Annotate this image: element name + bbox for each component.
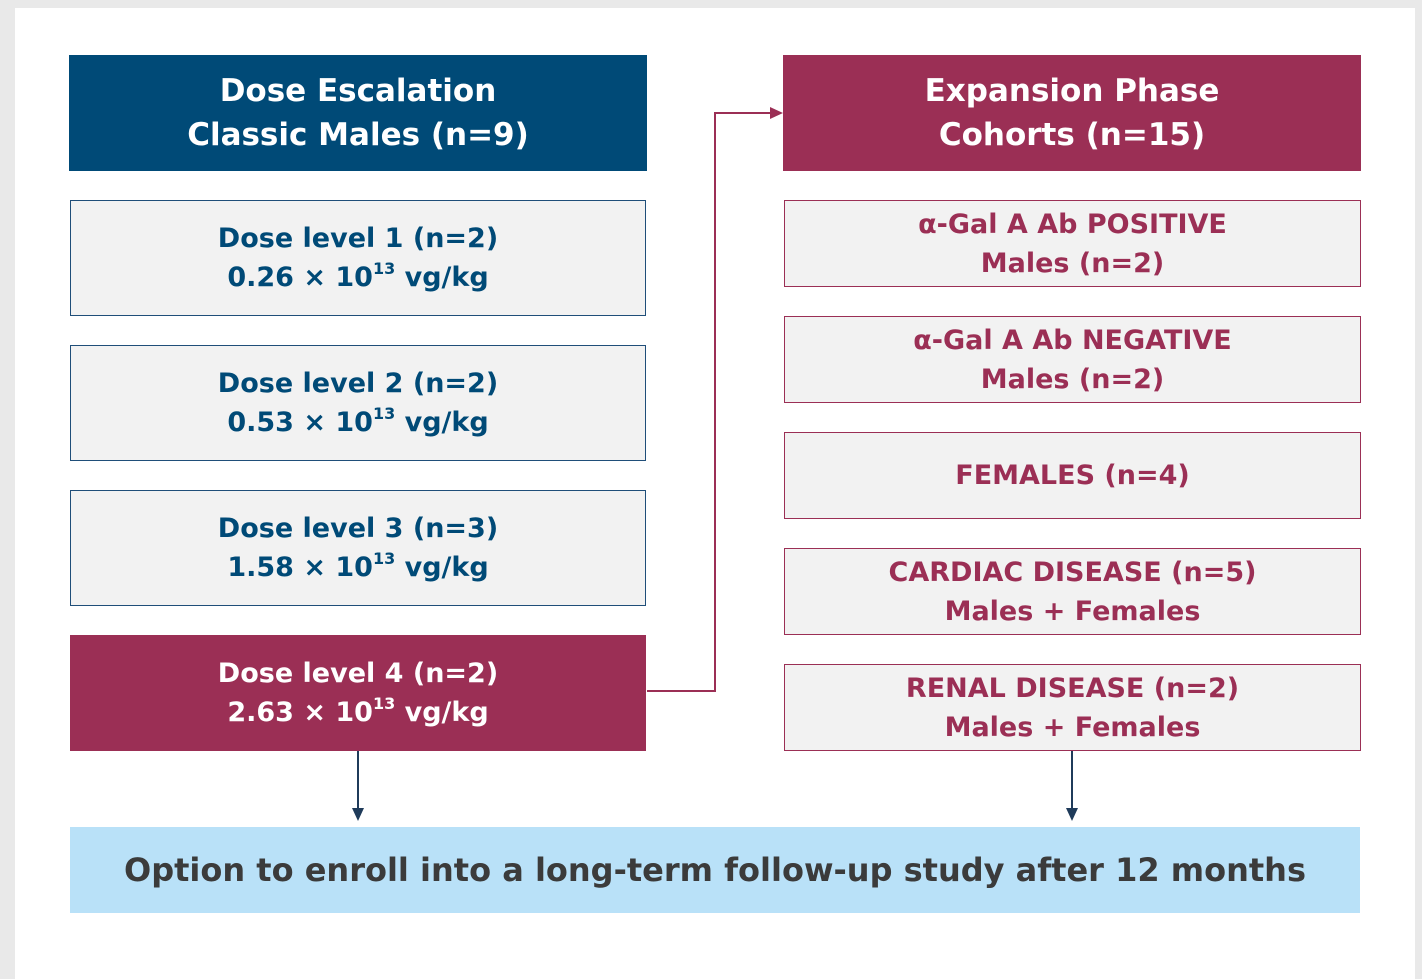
cohort-line: CARDIAC DISEASE (n=5) bbox=[888, 556, 1257, 588]
footer-text: Option to enroll into a long-term follow… bbox=[124, 851, 1306, 889]
dose-exponent: 13 bbox=[372, 404, 396, 423]
cohort-line: Males (n=2) bbox=[980, 247, 1165, 279]
cohort-box: α-Gal A Ab NEGATIVE Males (n=2) bbox=[784, 316, 1361, 403]
dose-label: Dose level 3 (n=3) bbox=[217, 513, 499, 544]
arrowhead bbox=[1066, 808, 1078, 821]
header-line: Dose Escalation bbox=[219, 73, 497, 109]
dose-label: Dose level 4 (n=2) bbox=[217, 658, 499, 689]
dose-exponent: 13 bbox=[372, 259, 396, 278]
dose-label: Dose level 1 (n=2) bbox=[217, 223, 499, 254]
cohort-line: Males (n=2) bbox=[980, 363, 1165, 395]
right-header: Expansion Phase Cohorts (n=15) bbox=[783, 55, 1361, 171]
header-line: Classic Males (n=9) bbox=[187, 117, 529, 153]
cohort-line: RENAL DISEASE (n=2) bbox=[905, 672, 1240, 704]
dose-box: Dose level 4 (n=2) 2.63 × 1013 vg/kg bbox=[70, 635, 646, 751]
dose-box: Dose level 1 (n=2) 0.26 × 1013 vg/kg bbox=[70, 200, 646, 316]
dose-exponent: 13 bbox=[372, 549, 396, 568]
cohort-box: FEMALES (n=4) bbox=[784, 432, 1361, 519]
dose-label: Dose level 2 (n=2) bbox=[217, 368, 499, 399]
connector bbox=[647, 112, 772, 692]
dose-unit: vg/kg bbox=[404, 262, 489, 293]
cohort-line: Males + Females bbox=[944, 711, 1201, 743]
cohort-box: α-Gal A Ab POSITIVE Males (n=2) bbox=[784, 200, 1361, 287]
cohort-line: Males + Females bbox=[944, 595, 1201, 627]
dose-value: 0.53 × 1013 vg/kg bbox=[227, 403, 488, 442]
dose-unit: vg/kg bbox=[404, 407, 489, 438]
dose-exponent: 13 bbox=[372, 694, 396, 713]
dose-value: 0.26 × 1013 vg/kg bbox=[227, 258, 488, 297]
cohort-line: α-Gal A Ab NEGATIVE bbox=[913, 324, 1232, 356]
dose-base: 0.53 × 10 bbox=[227, 407, 373, 438]
cohort-line: α-Gal A Ab POSITIVE bbox=[918, 208, 1227, 240]
dose-base: 0.26 × 10 bbox=[227, 262, 373, 293]
header-line: Cohorts (n=15) bbox=[938, 117, 1206, 153]
header-line: Expansion Phase bbox=[924, 73, 1220, 109]
left-header: Dose Escalation Classic Males (n=9) bbox=[69, 55, 647, 171]
dose-unit: vg/kg bbox=[404, 552, 489, 583]
arrowhead bbox=[352, 808, 364, 821]
dose-box: Dose level 2 (n=2) 0.53 × 1013 vg/kg bbox=[70, 345, 646, 461]
dose-box: Dose level 3 (n=3) 1.58 × 1013 vg/kg bbox=[70, 490, 646, 606]
dose-unit: vg/kg bbox=[404, 697, 489, 728]
dose-base: 2.63 × 10 bbox=[227, 697, 373, 728]
cohort-box: CARDIAC DISEASE (n=5) Males + Females bbox=[784, 548, 1361, 635]
dose-value: 2.63 × 1013 vg/kg bbox=[227, 693, 488, 732]
cohort-line: FEMALES (n=4) bbox=[955, 460, 1190, 491]
arrowhead bbox=[770, 107, 783, 119]
dose-base: 1.58 × 10 bbox=[227, 552, 373, 583]
cohort-box: RENAL DISEASE (n=2) Males + Females bbox=[784, 664, 1361, 751]
dose-value: 1.58 × 1013 vg/kg bbox=[227, 548, 488, 587]
footer-box: Option to enroll into a long-term follow… bbox=[70, 827, 1360, 913]
